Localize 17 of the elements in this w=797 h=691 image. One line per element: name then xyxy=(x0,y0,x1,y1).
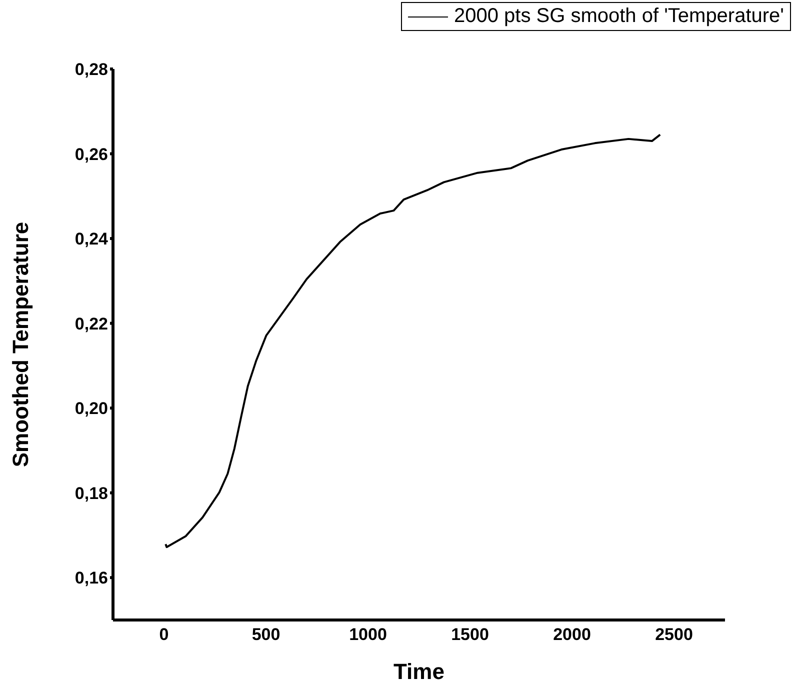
x-axis-title: Time xyxy=(394,659,444,684)
y-axis-title: Smoothed Temperature xyxy=(8,222,33,468)
legend-label: 2000 pts SG smooth of 'Temperature' xyxy=(454,5,784,28)
y-tick-label: 0,18 xyxy=(74,484,108,503)
y-tick-label: 0,26 xyxy=(74,144,108,164)
y-tick-label: 0,28 xyxy=(74,60,108,80)
line-series xyxy=(164,134,662,548)
x-tick-label: 2500 xyxy=(655,625,693,644)
x-tick-label: 1000 xyxy=(349,625,387,644)
y-tick-label: 0,16 xyxy=(74,568,108,588)
x-tick-label: 0 xyxy=(159,625,169,644)
x-tick-label: 500 xyxy=(252,625,280,644)
y-tick-label: 0,22 xyxy=(74,314,108,334)
y-tick-label: 0,20 xyxy=(74,399,108,418)
y-tick-label: 0,24 xyxy=(74,230,109,249)
x-tick-label: 2000 xyxy=(553,625,591,644)
x-tick-label: 1500 xyxy=(451,625,489,644)
